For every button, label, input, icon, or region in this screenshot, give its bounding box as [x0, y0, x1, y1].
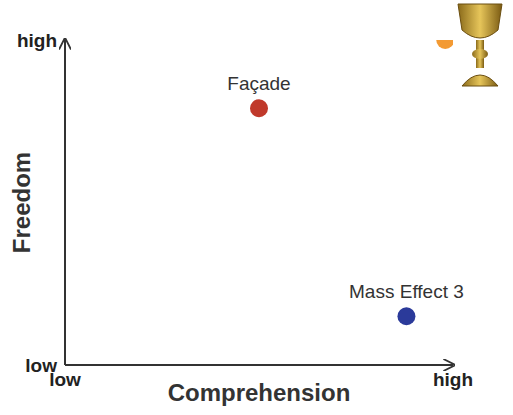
svg-text:high: high	[433, 369, 473, 390]
svg-text:Freedom: Freedom	[8, 152, 35, 253]
svg-text:low: low	[49, 369, 81, 391]
svg-text:low: low	[25, 355, 57, 376]
svg-text:high: high	[17, 30, 57, 51]
svg-text:Comprehension: Comprehension	[168, 379, 351, 406]
svg-text:Mass Effect 3: Mass Effect 3	[349, 281, 464, 302]
svg-text:Façade: Façade	[227, 73, 290, 94]
